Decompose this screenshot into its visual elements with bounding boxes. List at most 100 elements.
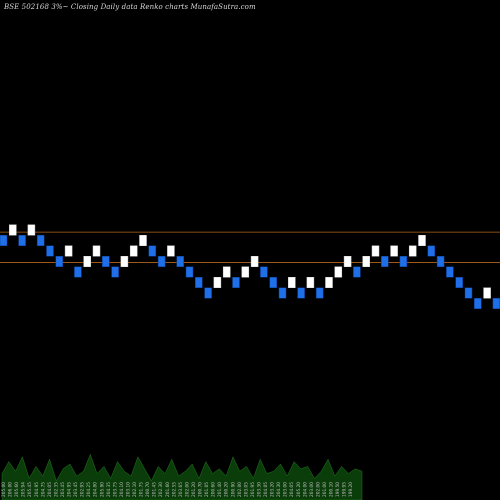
date-label: 202.00 [315,482,321,497]
renko-brick-down [185,266,194,278]
date-label: 204.30 [276,482,282,497]
date-label: 204.05 [263,482,269,497]
date-label: 204.80 [93,482,99,497]
date-label: 201.20 [191,482,197,497]
renko-brick-up [129,245,138,257]
renko-brick-down [492,298,500,309]
renko-brick-up [64,245,73,257]
renko-brick-up [288,277,296,288]
date-label: 201.60 [165,482,171,497]
renko-brick-down [446,266,454,278]
date-label: 204.35 [106,482,112,497]
renko-bricks [0,224,500,309]
date-label: 203.00 [309,482,315,497]
date-label: 204.75 [40,482,46,497]
renko-brick-down [111,266,119,278]
date-label: 205.45 [27,482,33,497]
renko-brick-down [455,277,463,288]
renko-brick-down [102,256,110,267]
date-label: 201.00 [322,482,328,497]
renko-brick-up [27,224,36,236]
renko-brick-down [46,245,54,257]
date-label: 200.20 [224,482,230,497]
renko-brick-down [474,298,482,309]
date-label: 203.45 [73,482,79,497]
renko-brick-down [464,287,473,299]
date-label: 200.70 [145,482,151,497]
date-label: 205.00 [1,482,7,497]
renko-brick-up [92,245,101,257]
date-label: 202.00 [237,482,243,497]
renko-brick-up [362,256,370,267]
renko-brick-down [381,256,389,267]
renko-brick-up [343,256,352,267]
date-label: 203.10 [125,482,131,497]
date-label: 206.00 [8,482,14,497]
date-label: 199.95 [342,482,348,497]
date-label: 204.00 [302,482,308,497]
date-label: 204.95 [34,482,40,497]
renko-brick-up [371,245,380,257]
renko-brick-down [0,235,8,246]
renko-brick-down [260,266,268,278]
renko-brick-up [390,245,398,257]
renko-brick-up [222,266,231,278]
renko-brick-down [232,277,240,288]
renko-brick-up [325,277,333,288]
renko-brick-down [157,256,166,267]
renko-brick-down [269,277,277,288]
renko-brick-down [74,266,82,278]
renko-brick-up [250,256,259,267]
date-label: 205.60 [14,482,20,497]
date-label: 199.50 [335,482,341,497]
date-label: 201.45 [152,482,158,497]
date-label: 204.95 [67,482,73,497]
date-label: 200.10 [329,482,335,497]
date-label: 200.60 [211,482,217,497]
date-label: 202.55 [171,482,177,497]
renko-brick-up [167,245,175,257]
renko-brick-up [408,245,417,257]
date-label: 204.10 [119,482,125,497]
date-label: 205.20 [296,482,302,497]
date-label: 201.95 [250,482,256,497]
renko-brick-down [55,256,64,267]
renko-brick-up [483,287,491,299]
date-label: 201.40 [217,482,223,497]
date-label: 201.05 [204,482,210,497]
date-label: 204.05 [289,482,295,497]
renko-brick-down [297,287,305,299]
date-label: 202.30 [158,482,164,497]
renko-brick-down [18,235,26,246]
renko-brick-down [353,266,361,278]
renko-brick-down [176,256,184,267]
renko-brick-down [315,287,324,299]
renko-brick-up [306,277,315,288]
date-label: 204.25 [86,482,92,497]
renko-brick-down [427,245,436,257]
date-label: 203.45 [60,482,66,497]
date-label: 202.35 [53,482,59,497]
renko-brick-down [436,256,445,267]
renko-brick-down [195,277,203,288]
renko-brick-down [204,287,212,299]
renko-brick-up [120,256,129,267]
chart-title: BSE 502168 3%~ Closing Daily data Renko … [4,3,256,11]
date-label: 203.20 [270,482,276,497]
date-label: 203.00 [283,482,289,497]
renko-brick-down [399,256,408,267]
date-label: 202.00 [184,482,190,497]
date-label: 205.94 [21,482,27,497]
date-label: 201.75 [139,482,145,497]
date-labels: 205.00 206.00 205.60 205.94 205.45 204.95 204.… [1,482,354,497]
renko-brick-up [334,266,343,278]
volume-area-fill [1,453,363,500]
date-label: 202.95 [80,482,86,497]
renko-brick-up [9,224,17,236]
renko-brick-up [83,256,91,267]
renko-brick-down [148,245,157,257]
volume-area [1,453,363,500]
date-label: 200.90 [230,482,236,497]
reference-lines [0,231,500,263]
renko-brick-down [278,287,287,299]
